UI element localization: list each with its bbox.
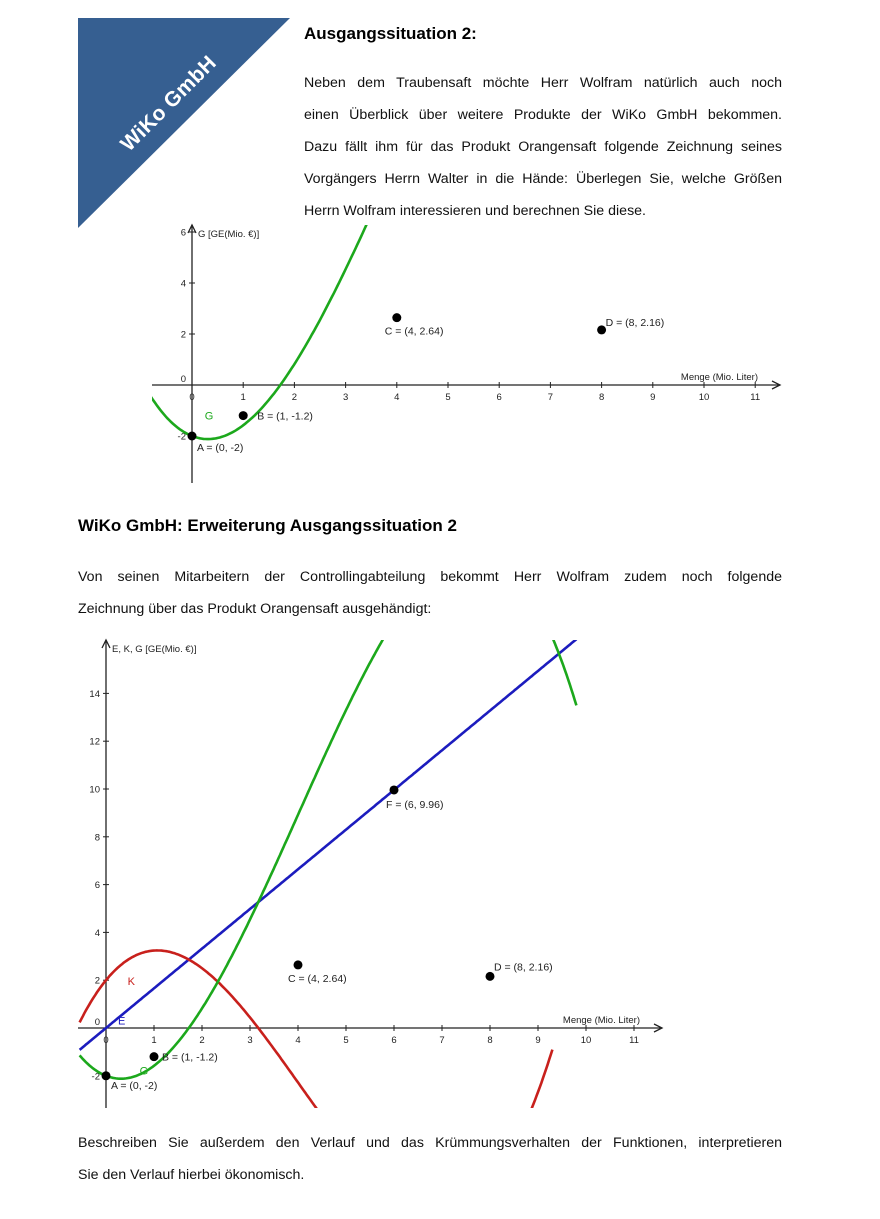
x-tick-label: 11 [750,392,760,403]
point-F [389,785,399,795]
x-tick-label: 0 [103,1035,108,1046]
paragraph-line: Herrn Wolfram interessieren und berechne… [304,203,646,219]
series-line-G [152,225,368,441]
point-label: A = (0, -2) [197,442,243,454]
point-label: C = (4, 2.64) [385,326,444,338]
paragraph-line: einen Überblick über weitere Produkte de… [304,107,782,123]
x-tick-label: 0 [189,392,194,403]
y-tick-label: 12 [89,737,100,748]
x-tick-label: 5 [445,392,450,403]
profit-chart: 0 1 2 3 4 5 6 7 8 9 10 11 -2 0 2 4 6 Menge (Mio. Liter) G … [152,223,782,483]
y-tick-label: 2 [181,330,186,341]
x-tick-label: 6 [497,392,502,403]
x-tick-label: 6 [391,1035,396,1046]
x-tick-label: 9 [535,1035,540,1046]
section3-paragraph: Beschreiben Sie außerdem den Verlauf und… [78,1127,782,1191]
y-axis-label: G [GE(Mio. €)] [198,229,259,240]
x-tick-label: 4 [295,1035,300,1046]
point-label: B = (1, -1.2) [162,1052,218,1064]
y-axis-label: E, K, G [GE(Mio. €)] [112,644,196,655]
point-label: D = (8, 2.16) [606,317,665,329]
point-label: A = (0, -2) [111,1080,157,1092]
y-tick-label: 0 [95,1017,100,1028]
paragraph-line: Zeichnung über das Produkt Orangensaft a… [78,601,432,617]
x-tick-label: 10 [581,1035,592,1046]
point-label: F = (6, 9.96) [386,799,443,811]
x-tick-label: 1 [241,392,246,403]
y-tick-label: 6 [95,880,100,891]
point-A [101,1071,111,1081]
paragraph-line: Von seinen Mitarbeitern der Controllinga… [78,569,782,585]
x-tick-label: 9 [650,392,655,403]
section1-paragraph: Neben dem Traubensaft möchte Herr Wolfra… [304,67,782,227]
series-line-K [78,949,554,1108]
section1-heading: Ausgangssituation 2: [304,24,477,43]
point-B [238,411,248,421]
x-tick-label: 1 [151,1035,156,1046]
paragraph-line: Neben dem Traubensaft möchte Herr Wolfra… [304,75,782,91]
paragraph-line: Vorgängers Herrn Walter in die Hände: Üb… [304,171,782,187]
x-tick-label: 8 [599,392,604,403]
point-label: D = (8, 2.16) [494,961,553,973]
y-tick-label: 4 [95,928,100,939]
y-axis-arrow [187,223,197,234]
point-C [293,960,303,970]
y-tick-label: 10 [89,785,100,796]
point-D [485,971,495,981]
x-axis-label: Menge (Mio. Liter) [681,372,758,383]
point-label: C = (4, 2.64) [288,973,347,985]
series-line-G [78,640,578,1080]
x-axis-label: Menge (Mio. Liter) [563,1015,640,1026]
y-tick-label: 14 [89,689,100,700]
paragraph-line: Dazu fällt ihm für das Produkt Orangensa… [304,139,782,155]
x-tick-label: 11 [629,1035,639,1046]
point-B [149,1052,159,1062]
x-tick-label: 5 [343,1035,348,1046]
x-tick-label: 7 [439,1035,444,1046]
brand-banner [78,18,290,228]
series-label-G: G [205,410,214,422]
y-tick-label: 6 [181,228,186,239]
point-C [392,313,402,323]
x-tick-label: 10 [699,392,710,403]
x-tick-label: 3 [343,392,348,403]
x-tick-label: 8 [487,1035,492,1046]
paragraph-line: Beschreiben Sie außerdem den Verlauf und… [78,1135,782,1151]
x-tick-label: 3 [247,1035,252,1046]
y-tick-label: 4 [181,279,186,290]
section2-paragraph: Von seinen Mitarbeitern der Controllinga… [78,561,782,625]
section2-heading: WiKo GmbH: Erweiterung Ausgangssituation… [78,516,457,535]
x-tick-label: 7 [548,392,553,403]
y-tick-label: -2 [178,432,186,443]
point-D [597,325,607,335]
y-tick-label: 2 [95,976,100,987]
point-label: B = (1, -1.2) [257,411,313,423]
x-tick-label: 2 [292,392,297,403]
series-label-G: G [140,1066,149,1078]
y-tick-label: 8 [95,832,100,843]
x-tick-label: 2 [199,1035,204,1046]
series-line-E [78,640,578,1051]
y-axis-arrow [101,638,111,649]
paragraph-line: Sie den Verlauf hierbei ökonomisch. [78,1167,305,1183]
x-axis-arrow [771,380,782,390]
y-tick-label: 0 [181,374,186,385]
series-label-E: E [118,1015,125,1027]
x-axis-arrow [653,1023,664,1033]
x-tick-label: 4 [394,392,399,403]
y-tick-label: -2 [92,1071,100,1082]
point-A [187,431,197,441]
series-label-K: K [128,976,136,988]
